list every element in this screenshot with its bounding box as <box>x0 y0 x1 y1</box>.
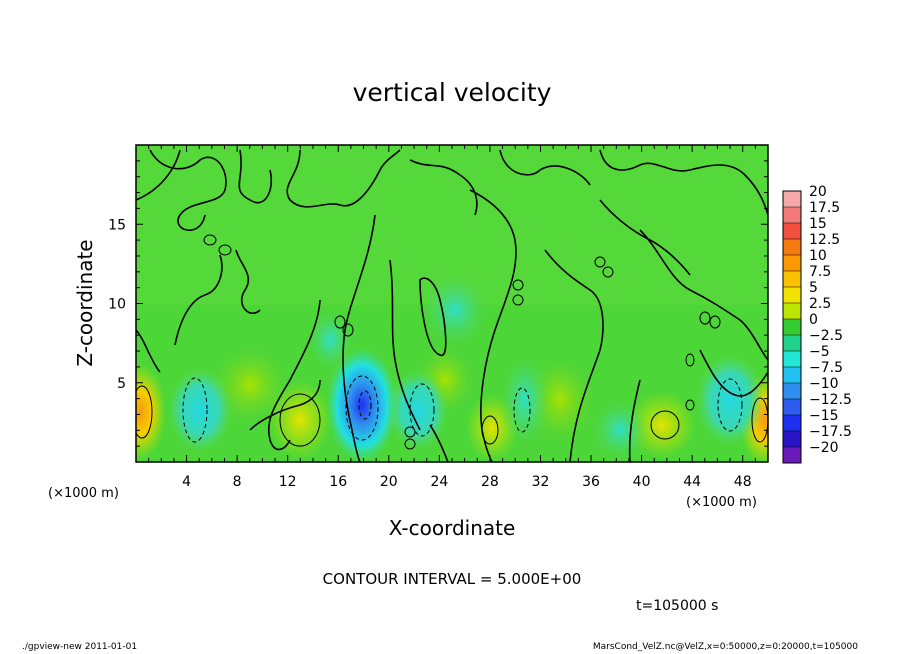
colorbar-label: 12.5 <box>809 232 840 248</box>
x-tick-label: 36 <box>582 474 600 490</box>
colorbar-swatch <box>783 255 801 272</box>
x-tick-label: 28 <box>481 474 499 490</box>
colorbar-label: −5 <box>809 344 830 360</box>
colorbar-swatch <box>783 367 801 384</box>
y-tick-label: 10 <box>108 297 126 313</box>
colorbar-label: −10 <box>809 376 839 392</box>
x-axis-unit-right: (×1000 m) <box>686 495 757 510</box>
heatmap-field <box>136 145 768 462</box>
x-axis-unit-left: (×1000 m) <box>48 486 119 501</box>
x-tick-label: 48 <box>734 474 752 490</box>
x-axis-label: X-coordinate <box>389 516 516 540</box>
x-tick-label: 12 <box>279 474 297 490</box>
x-axis-ticks: 4 8 12 16 20 24 28 32 36 40 44 48 <box>148 145 756 490</box>
colorbar-swatch <box>783 207 801 224</box>
x-tick-label: 16 <box>329 474 347 490</box>
colorbar-label: 5 <box>809 280 818 296</box>
colorbar-swatch <box>783 431 801 448</box>
colorbar-swatch <box>783 447 801 464</box>
time-label: t=105000 s <box>636 598 718 614</box>
colorbar-swatch <box>783 223 801 240</box>
colorbar-label: −7.5 <box>809 360 843 376</box>
y-tick-label: 15 <box>108 217 126 233</box>
colorbar-label: 17.5 <box>809 200 840 216</box>
footer-left: ./gpview-new 2011-01-01 <box>22 642 138 652</box>
colorbar-label: 15 <box>809 216 827 232</box>
colorbar-label: 2.5 <box>809 296 831 312</box>
colorbar-swatch <box>783 303 801 320</box>
contour-interval: CONTOUR INTERVAL = 5.000E+00 <box>323 570 582 588</box>
colorbar-label: 20 <box>809 184 827 200</box>
colorbar-swatch <box>783 319 801 336</box>
colorbar-swatch <box>783 335 801 352</box>
x-tick-label: 4 <box>182 474 191 490</box>
y-axis-ticks: 5 10 15 <box>108 160 768 447</box>
colorbar-swatch <box>783 191 801 208</box>
colorbar-swatch <box>783 399 801 416</box>
x-tick-label: 44 <box>683 474 701 490</box>
colorbar-label: 7.5 <box>809 264 831 280</box>
x-tick-label: 24 <box>430 474 448 490</box>
colorbar-label: −17.5 <box>809 424 852 440</box>
y-axis-label: Z-coordinate <box>73 239 97 366</box>
y-tick-label: 5 <box>117 376 126 392</box>
colorbar-swatch <box>783 415 801 432</box>
chart-title: vertical velocity <box>353 78 552 107</box>
colorbar-label: 0 <box>809 312 818 328</box>
colorbar-label: 10 <box>809 248 827 264</box>
colorbar-swatch <box>783 383 801 400</box>
footer-right: MarsCond_VelZ.nc@VelZ,x=0:50000,z=0:2000… <box>592 642 858 652</box>
colorbar-frame <box>782 190 802 464</box>
colorbar-swatch <box>783 239 801 256</box>
colorbar-label: −20 <box>809 440 839 456</box>
colorbar-label: −2.5 <box>809 328 843 344</box>
colorbar-swatch <box>783 351 801 368</box>
colorbar: 2017.51512.5107.552.50−2.5−5−7.5−10−12.5… <box>782 184 852 464</box>
colorbar-swatch <box>783 271 801 288</box>
colorbar-label: −12.5 <box>809 392 852 408</box>
x-tick-label: 20 <box>380 474 398 490</box>
colorbar-label: −15 <box>809 408 839 424</box>
colorbar-swatch <box>783 287 801 304</box>
x-tick-label: 40 <box>633 474 651 490</box>
x-tick-label: 32 <box>532 474 550 490</box>
x-tick-label: 8 <box>233 474 242 490</box>
